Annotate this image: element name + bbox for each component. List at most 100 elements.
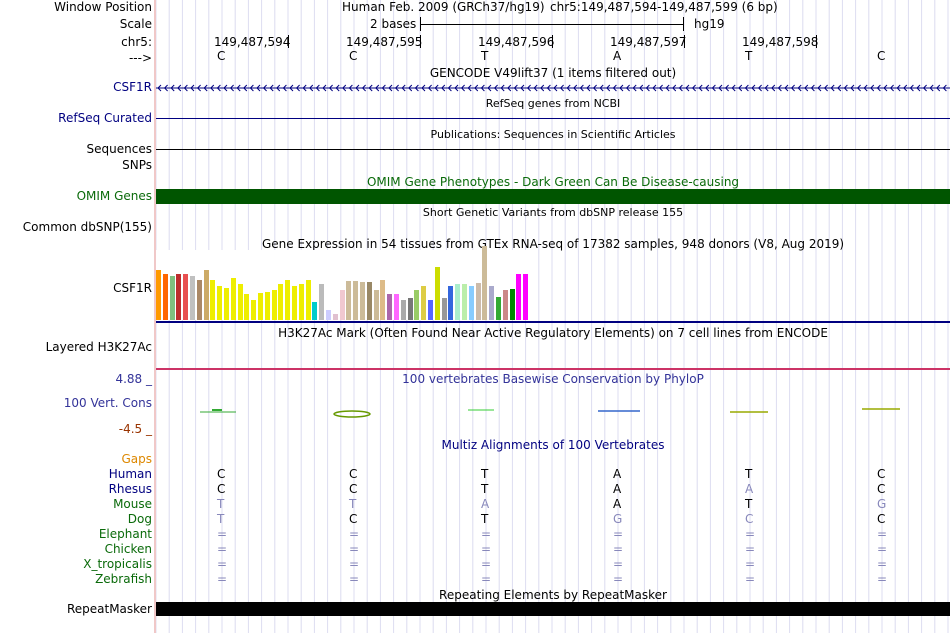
species-label[interactable]: Rhesus [108,482,152,496]
gtex-tissue-bar[interactable] [224,288,229,320]
h3k27ac-track-label[interactable]: Layered H3K27Ac [45,340,152,354]
gtex-tissue-bar[interactable] [312,302,318,320]
gtex-tissue-bar[interactable] [251,300,257,320]
snps-track-label[interactable]: SNPs [122,158,152,172]
strand-arrow [784,84,789,92]
gtex-tissue-bar[interactable] [366,282,372,320]
gtex-tissue-bar[interactable] [319,284,325,320]
gtex-tissue-bar[interactable] [400,300,406,320]
gtex-gene-label[interactable]: CSF1R [113,281,152,295]
gtex-tissue-bar[interactable] [407,298,413,320]
gtex-tissue-bar[interactable] [421,286,427,320]
gtex-tissue-bar[interactable] [339,290,345,320]
alignment-base: = [481,572,492,586]
gtex-tissue-bar[interactable] [278,284,284,320]
gtex-tissue-bar[interactable] [394,294,399,320]
phylop-track-label[interactable]: 100 Vert. Cons [63,396,152,410]
publications-track-title[interactable]: Publications: Sequences in Scientific Ar… [430,128,676,141]
strand-arrow [850,84,855,92]
species-label[interactable]: Chicken [104,542,152,556]
publications-line[interactable] [156,149,950,150]
gtex-tissue-bar[interactable] [203,270,209,320]
gtex-tissue-bar[interactable] [271,290,277,320]
species-label[interactable]: Elephant [98,527,152,541]
gtex-tissue-bar[interactable] [414,290,420,320]
gtex-tissue-bar[interactable] [156,270,161,320]
scale-bar [420,17,684,31]
gtex-tissue-bar[interactable] [380,280,386,320]
omim-feature-bar[interactable] [156,189,950,204]
publications-track-label[interactable]: Sequences [86,142,152,156]
strand-arrow [797,84,802,92]
phylop-track-title[interactable]: 100 vertebrates Basewise Conservation by… [402,372,704,386]
gtex-tissue-bar[interactable] [353,281,359,320]
gencode-gene-label[interactable]: CSF1R [113,80,152,94]
gtex-tissue-bar[interactable] [434,267,440,320]
gtex-tissue-bar[interactable] [455,284,461,320]
species-label[interactable]: Human [108,467,152,481]
gtex-tissue-bar[interactable] [230,278,236,320]
phylop-signal[interactable] [156,400,950,422]
gtex-tissue-bar[interactable] [298,284,304,320]
gtex-tissue-bar[interactable] [509,289,515,320]
gtex-tissue-bar[interactable] [237,284,243,320]
repeatmasker-bar[interactable] [156,602,950,616]
strand-arrow [460,84,465,92]
species-label[interactable]: X_tropicalis [83,557,152,571]
gtex-tissue-bar[interactable] [244,294,250,320]
repeatmasker-track-title[interactable]: Repeating Elements by RepeatMasker [439,588,667,602]
position-label[interactable]: chr5:149,487,594-149,487,599 (6 bp) [550,0,778,14]
refseq-track-label[interactable]: RefSeq Curated [58,111,152,125]
gtex-bar-graph[interactable] [156,246,534,320]
assembly-label[interactable]: Human Feb. 2009 (GRCh37/hg19) [342,0,545,14]
h3k27ac-track-title[interactable]: H3K27Ac Mark (Often Found Near Active Re… [278,326,828,340]
gtex-tissue-bar[interactable] [210,280,216,320]
gtex-tissue-bar[interactable] [428,300,433,320]
omim-track-label[interactable]: OMIM Genes [76,189,152,203]
gtex-tissue-bar[interactable] [475,283,481,320]
gtex-tissue-bar[interactable] [523,274,529,320]
gtex-tissue-bar[interactable] [387,294,393,320]
multiz-track-title[interactable]: Multiz Alignments of 100 Vertebrates [441,438,665,452]
refseq-track-title[interactable]: RefSeq genes from NCBI [485,97,621,110]
gtex-tissue-bar[interactable] [285,280,291,320]
gtex-tissue-bar[interactable] [462,284,467,320]
gtex-tissue-bar[interactable] [183,274,189,320]
gtex-tissue-bar[interactable] [196,280,202,320]
h3k27ac-signal-line[interactable] [156,368,950,370]
gtex-tissue-bar[interactable] [496,297,501,320]
gtex-tissue-bar[interactable] [360,282,365,320]
gtex-tissue-bar[interactable] [162,274,168,320]
gtex-tissue-bar[interactable] [176,274,182,320]
gtex-tissue-bar[interactable] [373,290,379,320]
gtex-tissue-bar[interactable] [489,286,495,320]
gtex-tissue-bar[interactable] [516,274,522,320]
gtex-tissue-bar[interactable] [217,286,223,320]
repeatmasker-track-label[interactable]: RepeatMasker [66,602,152,616]
gtex-tissue-bar[interactable] [169,276,175,320]
gtex-tissue-bar[interactable] [448,286,454,320]
refseq-gene-line[interactable] [156,118,950,119]
gtex-tissue-bar[interactable] [190,276,195,320]
species-label[interactable]: Zebrafish [95,572,152,586]
gtex-tissue-bar[interactable] [258,293,263,320]
gtex-tissue-bar[interactable] [326,310,331,320]
gtex-tissue-bar[interactable] [305,280,311,320]
gtex-tissue-bar[interactable] [441,298,447,320]
gtex-tissue-bar[interactable] [346,281,352,320]
gtex-tissue-bar[interactable] [264,292,270,320]
gencode-gene-csf1r[interactable] [156,82,950,94]
gtex-tissue-bar[interactable] [502,290,508,320]
gtex-tissue-bar[interactable] [332,314,338,320]
species-label[interactable]: Mouse [113,497,152,511]
dbsnp-track-label[interactable]: Common dbSNP(155) [22,220,152,234]
gtex-track-title[interactable]: Gene Expression in 54 tissues from GTEx … [261,237,845,251]
gencode-track-title[interactable]: GENCODE V49lift37 (1 items filtered out) [429,66,677,80]
dbsnp-track-title[interactable]: Short Genetic Variants from dbSNP releas… [422,206,684,219]
gtex-tissue-bar[interactable] [482,246,488,320]
strand-arrow [434,84,439,92]
gtex-tissue-bar[interactable] [292,286,297,320]
species-label[interactable]: Dog [127,512,152,526]
gtex-tissue-bar[interactable] [468,286,474,320]
omim-track-title[interactable]: OMIM Gene Phenotypes - Dark Green Can Be… [366,175,740,189]
